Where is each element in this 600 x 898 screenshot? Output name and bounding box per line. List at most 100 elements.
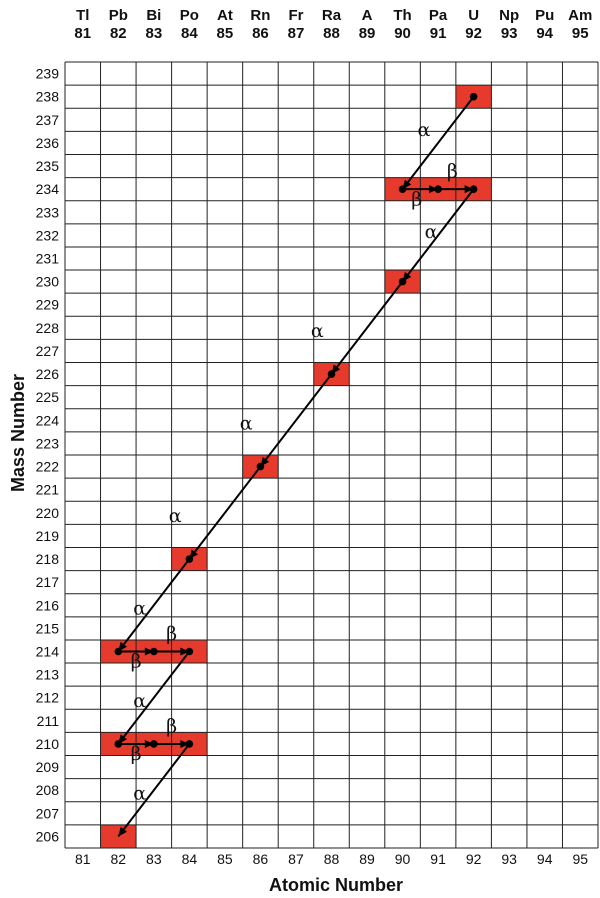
arrowhead [180,647,190,656]
arrowhead [180,739,190,748]
atomic-number-header: 82 [110,25,127,42]
atomic-number-tick: 90 [395,851,411,867]
mass-number-tick: 208 [36,782,60,798]
beta-label: β [411,188,422,210]
decay-node [398,185,407,193]
atomic-number-header: 94 [536,25,553,42]
alpha-label: α [169,505,182,527]
atomic-number-tick: 81 [75,851,91,867]
mass-number-tick: 227 [36,343,60,359]
alpha-label: α [240,413,253,435]
element-symbol: Tl [76,7,89,24]
mass-number-tick: 213 [36,667,60,683]
atomic-number-tick: 82 [111,851,127,867]
mass-number-tick: 235 [36,158,60,174]
mass-number-tick: 214 [36,644,60,660]
mass-number-tick: 225 [36,389,60,405]
decay-node [469,92,478,101]
y-axis-title: Mass Number [8,374,28,492]
mass-number-tick: 228 [36,320,60,336]
atomic-number-header: 85 [217,25,234,42]
alpha-label: α [133,690,146,712]
decay-paths [114,92,478,838]
mass-number-tick: 216 [36,597,60,613]
atomic-number-tick: 95 [572,851,588,867]
mass-number-tick: 234 [36,181,60,197]
element-symbol: Pa [429,7,448,24]
atomic-number-header: 88 [323,25,340,42]
atomic-number-header: 84 [181,25,198,42]
element-symbol: A [362,7,373,24]
atomic-number-header: 89 [359,25,376,42]
mass-number-tick: 223 [36,435,60,451]
atomic-number-header: 83 [145,25,162,42]
mass-number-tick: 212 [36,690,60,706]
decay-node [256,462,265,471]
decay-node [469,185,478,193]
atomic-number-tick: 88 [324,851,340,867]
alpha-decay-line [188,465,262,560]
mass-number-tick: 224 [36,412,60,428]
alpha-label: α [417,119,430,141]
mass-number-tick: 221 [36,482,60,498]
beta-label: β [166,623,177,645]
element-symbol: Am [568,7,592,24]
mass-number-tick: 215 [36,620,60,636]
decay-node [327,370,336,378]
element-symbol: Bi [146,7,161,24]
decay-node [114,647,123,656]
mass-number-ticks: 239 238 237 236 235 234 233 232 231 230 229 228 227 2… [36,66,60,845]
atomic-number-tick: 89 [359,851,375,867]
atomic-number-tick: 84 [182,851,198,867]
mass-number-tick: 226 [36,366,60,382]
atomic-number-tick: 83 [146,851,162,867]
decay-node [434,185,442,193]
atomic-number-header: 92 [465,25,482,42]
mass-number-tick: 232 [36,227,60,243]
alpha-label: α [425,221,438,243]
alpha-decay-line [117,650,191,745]
atomic-number-ticks: 81 82 83 84 85 86 87 88 89 90 91 92 93 94 95 [75,851,588,867]
alpha-label: α [133,598,146,620]
element-symbol: Rn [250,7,270,24]
decay-node [150,647,158,656]
alpha-label: α [133,783,146,805]
atomic-number-header: 81 [74,25,91,42]
mass-number-tick: 238 [36,89,60,105]
mass-number-tick: 210 [36,736,60,752]
alpha-decay-line [401,96,475,190]
element-symbol: Pb [109,7,128,24]
alpha-decay-line [117,743,191,838]
mass-number-tick: 229 [36,297,60,313]
mass-number-tick: 233 [36,204,60,220]
atomic-number-header: 90 [394,25,411,42]
atomic-number-tick: 92 [466,851,482,867]
atomic-number-tick: 87 [288,851,304,867]
element-symbol: Np [499,7,519,24]
atomic-number-tick: 93 [501,851,517,867]
mass-number-tick: 230 [36,274,60,290]
decay-node [150,740,158,748]
beta-label: β [447,161,458,183]
atomic-number-tick: 94 [537,851,553,867]
decay-node [185,555,194,563]
decay-node [114,740,123,748]
mass-number-tick: 217 [36,574,60,590]
mass-number-tick: 237 [36,112,60,128]
arrowhead [464,185,474,194]
decay-node [398,277,407,286]
atomic-number-tick: 91 [430,851,446,867]
alpha-decay-line [117,558,191,653]
beta-label: β [131,651,142,673]
arrowhead [429,185,439,194]
atomic-number-tick: 85 [217,851,233,867]
element-symbol: Po [180,7,199,24]
decay-node [185,740,194,748]
element-symbol: U [468,7,479,24]
element-symbol: Ra [322,7,342,24]
alpha-decay-line [330,281,404,375]
highlighted-cells [100,85,492,848]
element-symbol: At [217,7,233,24]
